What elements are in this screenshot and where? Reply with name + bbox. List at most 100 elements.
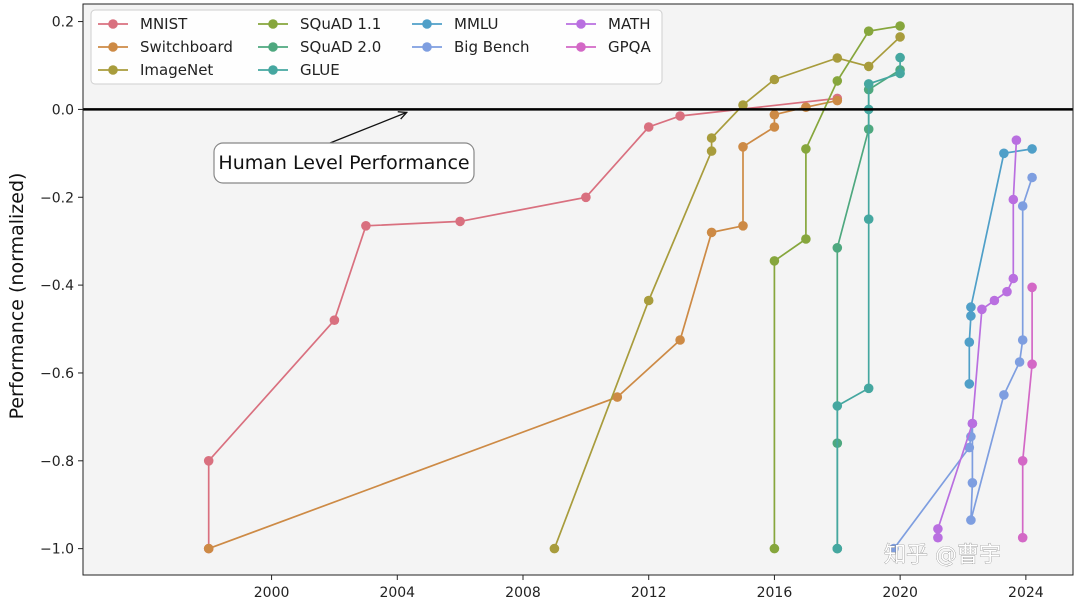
- series-squad-1-1: [769, 21, 905, 554]
- data-point-imagenet: [832, 53, 843, 63]
- legend-swatch-marker: [422, 19, 432, 29]
- y-axis-label: Performance (normalized): [6, 173, 28, 420]
- legend-swatch-marker: [422, 42, 432, 52]
- data-point-switchboard: [706, 227, 717, 238]
- y-tick-label: −0.2: [40, 190, 74, 206]
- y-tick-label: 0.2: [52, 15, 74, 31]
- y-tick-label: −0.8: [40, 454, 74, 470]
- data-point-math: [1011, 135, 1022, 145]
- data-point-mmlu: [964, 337, 975, 348]
- data-point-big-bench: [966, 515, 976, 525]
- y-tick-label: 0.0: [52, 102, 74, 118]
- data-point-mnist: [203, 456, 214, 466]
- data-point-mmlu: [1027, 144, 1037, 154]
- data-point-math: [1002, 286, 1012, 297]
- x-tick-label: 2012: [631, 585, 667, 601]
- data-point-squad-1-1: [832, 76, 843, 86]
- legend-item-mnist: MNIST: [98, 15, 188, 33]
- legend-item-glue: GLUE: [258, 61, 340, 79]
- data-point-imagenet: [549, 543, 560, 554]
- data-point-glue: [832, 543, 843, 554]
- watermark: 知乎 @曹宇: [884, 543, 1001, 568]
- data-point-imagenet: [706, 146, 717, 156]
- legend-label: SQuAD 2.0: [300, 38, 381, 56]
- data-point-switchboard: [203, 543, 214, 554]
- legend-item-imagenet: ImageNet: [98, 61, 213, 79]
- data-point-mmlu: [966, 311, 976, 321]
- data-point-switchboard: [769, 122, 780, 132]
- series-mmlu: [964, 144, 1037, 389]
- data-point-mnist: [329, 315, 340, 326]
- data-point-squad-1-1: [863, 26, 874, 36]
- data-point-math: [1008, 273, 1019, 284]
- data-point-glue: [895, 52, 905, 63]
- data-point-switchboard: [612, 392, 623, 402]
- data-point-big-bench: [999, 390, 1009, 400]
- legend-label: GPQA: [608, 38, 651, 56]
- x-axis: 2000 2004 2008 2012 2016 2020 2024: [254, 575, 1044, 601]
- annotation-label: Human Level Performance: [218, 152, 469, 174]
- series-imagenet: [549, 32, 905, 554]
- data-point-gpqa: [1017, 532, 1028, 543]
- data-point-glue: [863, 79, 874, 89]
- data-point-gpqa: [1027, 359, 1037, 370]
- legend-item-big-bench: Big Bench: [412, 38, 530, 56]
- series-line-gpqa: [1021, 287, 1033, 538]
- legend: MNIST Switchboard ImageNet SQuAD 1.1 SQuAD 2…: [90, 9, 663, 85]
- legend-swatch-marker: [576, 42, 586, 52]
- data-point-squad-1-1: [769, 256, 780, 266]
- data-point-switchboard: [675, 335, 685, 345]
- data-point-squad-1-1: [769, 543, 780, 554]
- legend-swatch-marker: [108, 65, 118, 75]
- data-point-big-bench: [889, 543, 899, 554]
- annotation-box: [213, 142, 475, 184]
- legend-swatch-marker: [108, 42, 118, 52]
- legend-swatch-marker: [576, 19, 586, 29]
- legend-item-squad-1-1: SQuAD 1.1: [258, 15, 381, 33]
- data-point-big-bench: [1017, 335, 1028, 345]
- legend-box: [90, 9, 663, 85]
- legend-label: MMLU: [454, 15, 498, 33]
- data-point-imagenet: [895, 32, 905, 42]
- data-point-math: [967, 418, 978, 429]
- series-line-switchboard: [208, 99, 838, 550]
- legend-label: MATH: [608, 15, 650, 33]
- data-point-imagenet: [769, 74, 780, 85]
- data-point-switchboard: [769, 109, 780, 120]
- data-point-mnist: [361, 221, 371, 231]
- data-point-glue: [863, 214, 874, 224]
- data-point-squad-2-0: [832, 243, 843, 253]
- legend-label: MNIST: [140, 15, 188, 33]
- plot-frame: [82, 3, 1074, 576]
- data-point-big-bench: [1014, 357, 1025, 367]
- legend-item-switchboard: Switchboard: [98, 38, 233, 56]
- x-tick-label: 2016: [757, 585, 793, 601]
- series-glue: [832, 52, 905, 554]
- data-point-math: [933, 524, 943, 534]
- data-point-switchboard: [738, 221, 748, 231]
- data-point-imagenet: [706, 133, 717, 143]
- data-point-glue: [832, 401, 843, 411]
- legend-label: Big Bench: [454, 38, 530, 56]
- legend-item-squad-2-0: SQuAD 2.0: [258, 38, 381, 56]
- data-point-imagenet: [863, 61, 874, 72]
- annotation: Human Level Performance: [213, 111, 475, 184]
- series-gpqa: [1017, 282, 1037, 543]
- x-tick-label: 2000: [254, 585, 290, 601]
- data-point-mmlu: [964, 379, 975, 389]
- legend-swatch-marker: [108, 19, 118, 29]
- series-layer: [203, 21, 1037, 554]
- data-point-switchboard: [832, 95, 843, 106]
- series-big-bench: [889, 172, 1037, 554]
- x-tick-label: 2020: [882, 585, 918, 601]
- data-point-glue: [895, 68, 905, 79]
- y-tick-label: −0.6: [40, 366, 74, 382]
- legend-swatch-marker: [268, 19, 278, 29]
- x-tick-label: 2004: [379, 585, 415, 601]
- data-point-gpqa: [1017, 456, 1028, 466]
- series-mnist: [203, 93, 843, 554]
- data-point-mnist: [675, 111, 685, 121]
- data-point-squad-1-1: [801, 144, 811, 154]
- data-point-mnist: [455, 216, 465, 227]
- data-point-big-bench: [1017, 201, 1028, 211]
